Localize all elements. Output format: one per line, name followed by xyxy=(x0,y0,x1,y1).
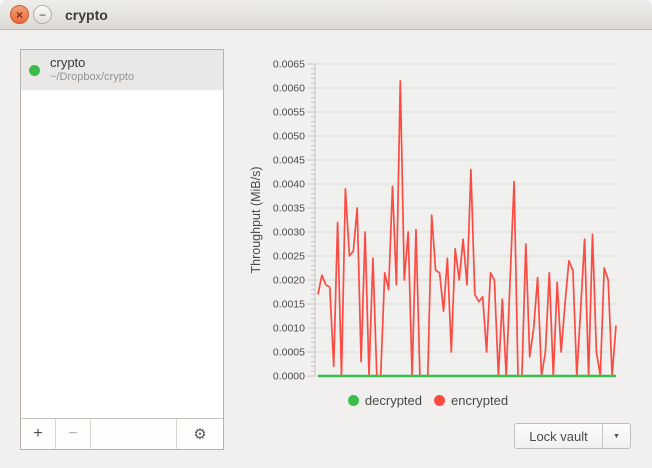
minimize-button[interactable]: − xyxy=(33,5,52,24)
y-tick-label: 0.0010 xyxy=(273,323,305,335)
y-tick-label: 0.0040 xyxy=(273,179,305,191)
y-tick-label: 0.0020 xyxy=(273,275,305,287)
lock-vault-dropdown[interactable]: ▼ xyxy=(602,424,630,448)
gear-icon: ⚙ xyxy=(193,426,207,443)
vault-name: crypto xyxy=(50,55,86,70)
chart-legend: decrypted encrypted xyxy=(250,390,606,410)
remove-vault-button[interactable]: − xyxy=(56,419,91,449)
titlebar: × − crypto xyxy=(0,0,652,30)
y-tick-label: 0.0055 xyxy=(273,107,305,119)
vault-panel: crypto ~/Dropbox/crypto + − ⚙ xyxy=(20,49,224,450)
vault-settings-button[interactable]: ⚙ xyxy=(177,419,223,449)
lock-vault-label: Lock vault xyxy=(529,428,588,444)
plot-area xyxy=(315,64,620,376)
vault-list-item[interactable]: crypto ~/Dropbox/crypto xyxy=(21,50,223,90)
y-tick-label: 0.0060 xyxy=(273,83,305,95)
legend-label-encrypted: encrypted xyxy=(451,392,509,408)
y-tick-label: 0.0015 xyxy=(273,299,305,311)
close-button[interactable]: × xyxy=(10,5,29,24)
vault-list: crypto ~/Dropbox/crypto xyxy=(21,50,223,418)
throughput-chart: 0.0000 0.0005 0.0010 0.0015 0.0020 0.0025 0.00… xyxy=(273,59,620,383)
y-tick-label: 0.0050 xyxy=(273,131,305,143)
legend-label-decrypted: decrypted xyxy=(364,392,422,408)
y-tick-label: 0.0005 xyxy=(273,347,305,359)
vault-path: ~/Dropbox/crypto xyxy=(50,71,135,84)
minimize-icon: − xyxy=(38,7,46,22)
window-title: crypto xyxy=(65,6,108,23)
add-vault-button[interactable]: + xyxy=(21,419,56,449)
y-tick-label: 0.0025 xyxy=(273,251,305,263)
y-tick-label: 0.0065 xyxy=(273,59,305,71)
vault-toolbar: + − ⚙ xyxy=(21,418,223,449)
lock-vault-button[interactable]: Lock vault ▼ xyxy=(514,423,631,449)
y-tick-label: 0.0035 xyxy=(273,203,305,215)
series-line-encrypted xyxy=(317,79,617,377)
legend-marker-decrypted xyxy=(347,394,359,406)
vault-status-dot xyxy=(29,64,40,76)
y-tick-label: 0.0000 xyxy=(273,371,305,383)
y-tick-label: 0.0030 xyxy=(273,227,305,239)
vault-text: crypto ~/Dropbox/crypto xyxy=(50,55,134,85)
legend-marker-encrypted xyxy=(434,394,445,406)
y-tick-label: 0.0045 xyxy=(273,155,305,167)
close-icon: × xyxy=(15,7,23,22)
legend-item-decrypted: decrypted xyxy=(347,392,422,408)
legend-item-encrypted: encrypted xyxy=(434,393,508,408)
chevron-down-icon: ▼ xyxy=(613,432,620,440)
toolbar-spacer xyxy=(91,419,177,449)
